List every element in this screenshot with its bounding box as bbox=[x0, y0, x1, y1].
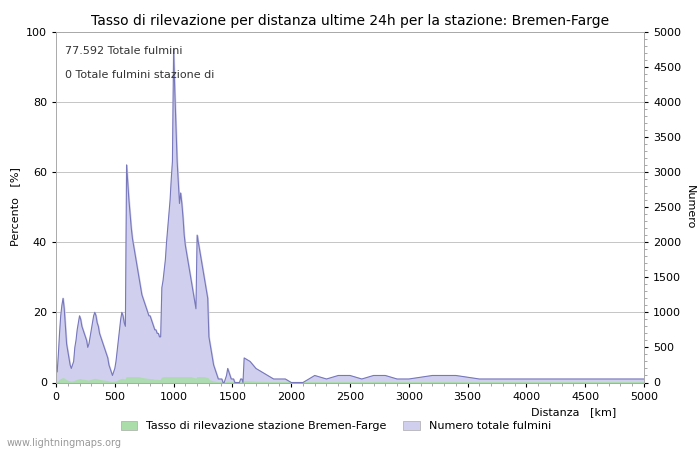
Title: Tasso di rilevazione per distanza ultime 24h per la stazione: Bremen-Farge: Tasso di rilevazione per distanza ultime… bbox=[91, 14, 609, 27]
Text: 0 Totale fulmini stazione di: 0 Totale fulmini stazione di bbox=[65, 70, 214, 80]
Y-axis label: Percento   [%]: Percento [%] bbox=[10, 167, 20, 247]
Text: www.lightningmaps.org: www.lightningmaps.org bbox=[7, 438, 122, 448]
Text: 77.592 Totale fulmini: 77.592 Totale fulmini bbox=[65, 45, 182, 55]
Text: Distanza   [km]: Distanza [km] bbox=[531, 407, 616, 417]
Y-axis label: Numero: Numero bbox=[685, 185, 695, 229]
Legend: Tasso di rilevazione stazione Bremen-Farge, Numero totale fulmini: Tasso di rilevazione stazione Bremen-Far… bbox=[116, 416, 556, 436]
